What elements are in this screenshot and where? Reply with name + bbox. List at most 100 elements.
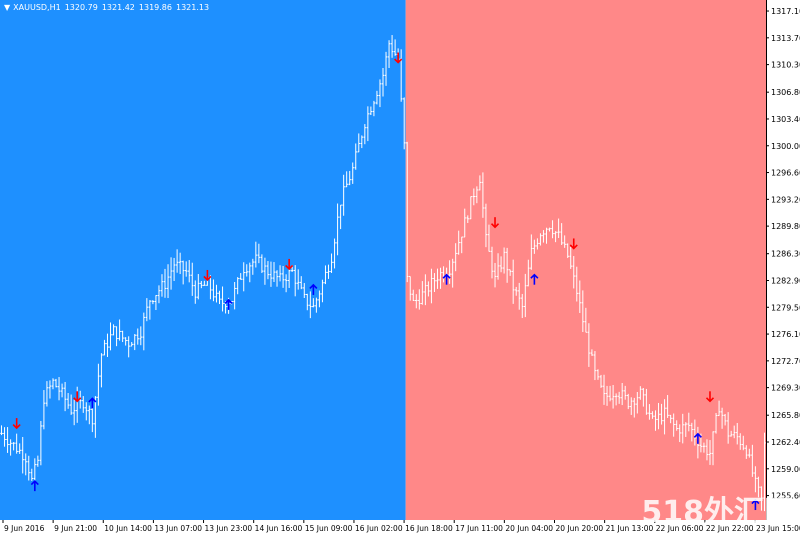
ohlc-bar bbox=[312, 298, 315, 308]
ohlc-bar bbox=[557, 218, 560, 239]
ohlc-bar bbox=[669, 414, 672, 424]
ohlc-bar bbox=[678, 424, 682, 443]
ohlc-bar bbox=[200, 280, 203, 289]
ohlc-bar bbox=[169, 257, 173, 290]
zone-1 bbox=[405, 0, 800, 537]
ohlc-bar bbox=[626, 393, 630, 410]
ohlc-bar bbox=[415, 294, 418, 309]
ohlc-bar bbox=[263, 257, 267, 285]
time-tick-label: 20 Jun 04:00 bbox=[505, 524, 553, 533]
ohlc-bar bbox=[9, 439, 12, 456]
ohlc-bar bbox=[130, 342, 134, 347]
buy-arrow-icon bbox=[442, 273, 451, 285]
ohlc-bar bbox=[424, 274, 427, 306]
ohlc-bar bbox=[103, 339, 106, 356]
triangle-down-icon[interactable]: ▼ bbox=[4, 3, 11, 12]
ohlc-bar bbox=[611, 385, 615, 409]
ohlc-bar bbox=[378, 79, 382, 108]
ohlc-bar bbox=[469, 196, 473, 220]
ohlc-bar bbox=[620, 382, 624, 406]
ohlc-bar bbox=[187, 260, 191, 283]
ohlc-bar bbox=[702, 442, 706, 453]
ohlc-bar bbox=[254, 241, 258, 268]
ohlc-bar bbox=[475, 186, 479, 204]
ohlc-bar bbox=[584, 307, 588, 333]
ohlc-bar bbox=[454, 243, 457, 272]
ohlc-bar bbox=[572, 256, 576, 289]
sell-arrow-icon bbox=[705, 391, 715, 403]
ohlc-bar bbox=[345, 171, 348, 188]
ohlc-bar bbox=[717, 400, 721, 417]
ohlc-bar bbox=[309, 291, 312, 319]
ohlc-bar bbox=[757, 476, 760, 498]
ohlc-bar bbox=[693, 419, 697, 446]
ohlc-bar bbox=[763, 432, 766, 512]
time-tick-label: 22 Jun 22:00 bbox=[706, 524, 754, 533]
ohlc-bar bbox=[738, 433, 742, 450]
watermark-logo: 518外汇网 bbox=[641, 495, 794, 530]
ohlc-bar bbox=[36, 455, 40, 467]
buy-arrow-icon bbox=[30, 479, 39, 492]
ohlc-bar bbox=[106, 333, 109, 357]
ohlc-bar bbox=[463, 208, 467, 238]
ohlc-bar bbox=[623, 385, 627, 400]
time-tick-label: 21 Jun 13:00 bbox=[606, 524, 654, 533]
ohlc-bar bbox=[221, 286, 224, 312]
ohlc-bar bbox=[675, 420, 678, 431]
ohlc-bar bbox=[614, 393, 618, 406]
sell-arrow-icon bbox=[490, 217, 500, 229]
ohlc-bar bbox=[648, 404, 651, 420]
ohlc-bar bbox=[18, 443, 21, 454]
ohlc-bar bbox=[233, 281, 236, 310]
ohlc-bar bbox=[726, 412, 730, 444]
time-tick-label: 9 Jun 21:00 bbox=[54, 524, 97, 533]
ohlc-bar bbox=[496, 253, 500, 280]
price-tick-label: 1306.80 bbox=[771, 88, 800, 97]
ohlc-bar bbox=[42, 390, 46, 430]
ohlc-bar bbox=[502, 247, 506, 274]
ohlc-bar bbox=[387, 40, 391, 69]
ohlc-bar bbox=[54, 378, 58, 388]
time-tick-label: 14 Jun 16:00 bbox=[255, 524, 303, 533]
ohlc-bar bbox=[203, 280, 206, 286]
ohlc-bar bbox=[617, 391, 621, 404]
ohlc-bar bbox=[121, 330, 124, 343]
ohlc-bar bbox=[687, 412, 691, 432]
time-tick-label: 13 Jun 23:00 bbox=[205, 524, 253, 533]
ohlc-bar bbox=[530, 234, 533, 270]
ohlc-bar bbox=[636, 391, 639, 414]
ohlc-bar bbox=[602, 374, 606, 405]
ohlc-bar bbox=[632, 397, 636, 418]
ohlc-bar bbox=[139, 326, 143, 346]
ohlc-bar bbox=[127, 336, 130, 358]
ohlc-bar bbox=[478, 175, 482, 191]
ohlc-bar bbox=[493, 262, 497, 288]
ohlc-bar bbox=[215, 284, 218, 303]
ohlc-bar bbox=[748, 448, 751, 458]
ohlc-bar bbox=[517, 282, 521, 310]
ohlc-bar bbox=[645, 388, 648, 415]
ohlc-bar bbox=[45, 381, 49, 407]
ohlc-bar bbox=[239, 273, 242, 280]
ohlc-bar bbox=[608, 385, 612, 402]
ohlc-bar bbox=[554, 231, 557, 243]
ohlc-bar bbox=[545, 227, 548, 244]
ohlc-bar bbox=[321, 279, 324, 303]
ohlc-bar bbox=[666, 395, 669, 418]
ohlc-bar bbox=[363, 124, 367, 145]
price-tick-label: 1289.80 bbox=[771, 222, 800, 231]
ohlc-bar bbox=[148, 300, 152, 320]
ohlc-bar bbox=[684, 422, 688, 437]
ohlc-bar bbox=[172, 257, 176, 281]
ohlc-bar bbox=[439, 267, 442, 289]
price-tick-label: 1317.10 bbox=[771, 7, 800, 16]
ohlc-bar bbox=[629, 397, 633, 415]
ohlc-bar bbox=[342, 174, 345, 216]
time-tick-label: 15 Jun 09:00 bbox=[305, 524, 353, 533]
ohlc-bar bbox=[94, 396, 97, 438]
price-tick-label: 1265.80 bbox=[771, 411, 800, 420]
ohlc-bar bbox=[266, 261, 270, 280]
ohlc-bar bbox=[433, 273, 436, 292]
